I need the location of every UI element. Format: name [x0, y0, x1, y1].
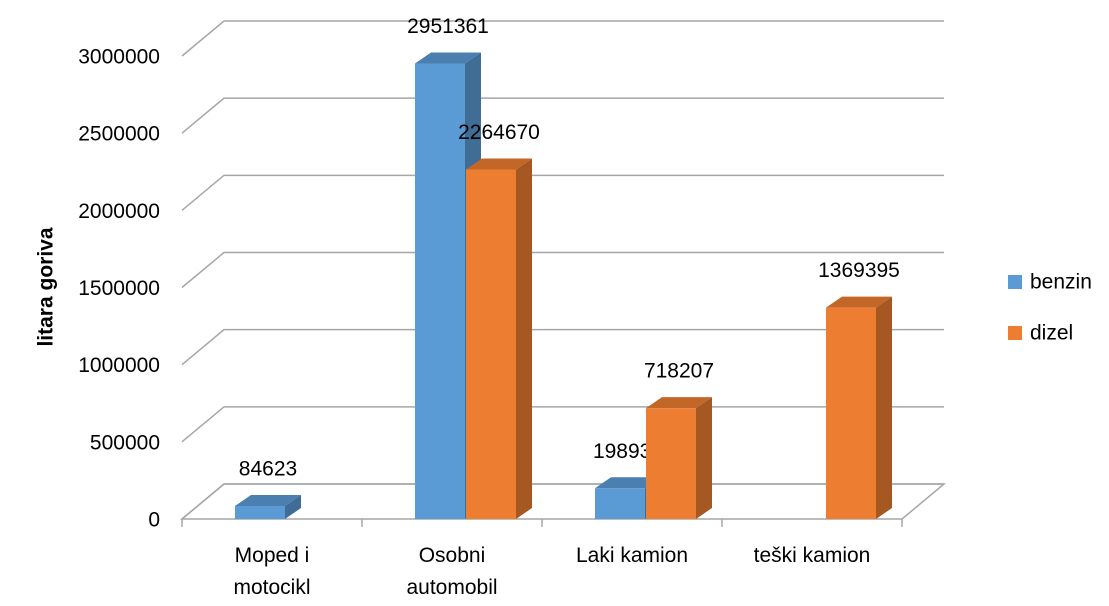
bar-front — [415, 63, 465, 519]
y-tick-label: 1000000 — [78, 354, 160, 377]
bar-front — [466, 169, 516, 519]
bar-top — [646, 397, 712, 409]
legend-swatch — [1008, 275, 1022, 289]
bar-top — [826, 296, 892, 308]
x-tick-label: Osobni automobil — [406, 544, 497, 599]
bar — [826, 296, 892, 519]
bar-front — [826, 307, 876, 519]
x-tick-label: Laki kamion — [576, 544, 688, 567]
x-tick-label-line: teški kamion — [754, 544, 871, 567]
legend-swatch — [1008, 326, 1022, 340]
y-tick-label: 500000 — [90, 431, 160, 454]
grid-line — [181, 328, 944, 366]
data-label: 1369395 — [818, 259, 900, 282]
grid-line — [181, 20, 944, 57]
data-label: 84623 — [239, 457, 297, 480]
x-tick-label: Moped i motocikl — [233, 544, 310, 599]
y-tick-label: 0 — [148, 509, 160, 532]
y-tick-label: 1500000 — [78, 277, 160, 300]
bar-top — [466, 158, 532, 170]
data-label: 2951361 — [407, 15, 489, 38]
bar-top — [415, 52, 481, 64]
x-tick-label-line: automobil — [406, 576, 497, 599]
bar-side — [516, 158, 532, 519]
grid-line — [181, 251, 944, 289]
bar — [646, 397, 712, 519]
y-tick-label: 2500000 — [78, 123, 160, 146]
grid-line — [181, 174, 944, 211]
bar-side — [696, 397, 712, 519]
bar-front — [646, 408, 696, 519]
y-tick-label: 3000000 — [78, 46, 160, 69]
y-axis-label: litara goriva — [35, 227, 58, 346]
grid-line — [181, 97, 944, 134]
data-label: 2264670 — [458, 121, 540, 144]
x-tick-label: teški kamion — [754, 544, 871, 567]
bar-top — [595, 477, 661, 489]
x-tick-label-line: motocikl — [233, 576, 310, 599]
data-label: 198933 — [593, 440, 663, 463]
x-tick-label-line: Laki kamion — [576, 544, 688, 567]
legend-label: benzin — [1030, 271, 1092, 294]
legend-label: dizel — [1030, 322, 1073, 345]
x-tick-label-line: Moped i — [235, 544, 310, 567]
bar-front — [235, 505, 285, 519]
bar — [235, 494, 301, 519]
bar-side — [285, 494, 301, 519]
bar-top — [235, 494, 301, 506]
bar-front — [595, 488, 645, 519]
bar — [466, 158, 532, 519]
bar-side — [876, 296, 892, 519]
data-label: 718207 — [644, 360, 714, 383]
y-tick-label: 2000000 — [78, 200, 160, 223]
x-tick-label-line: Osobni — [419, 544, 486, 567]
